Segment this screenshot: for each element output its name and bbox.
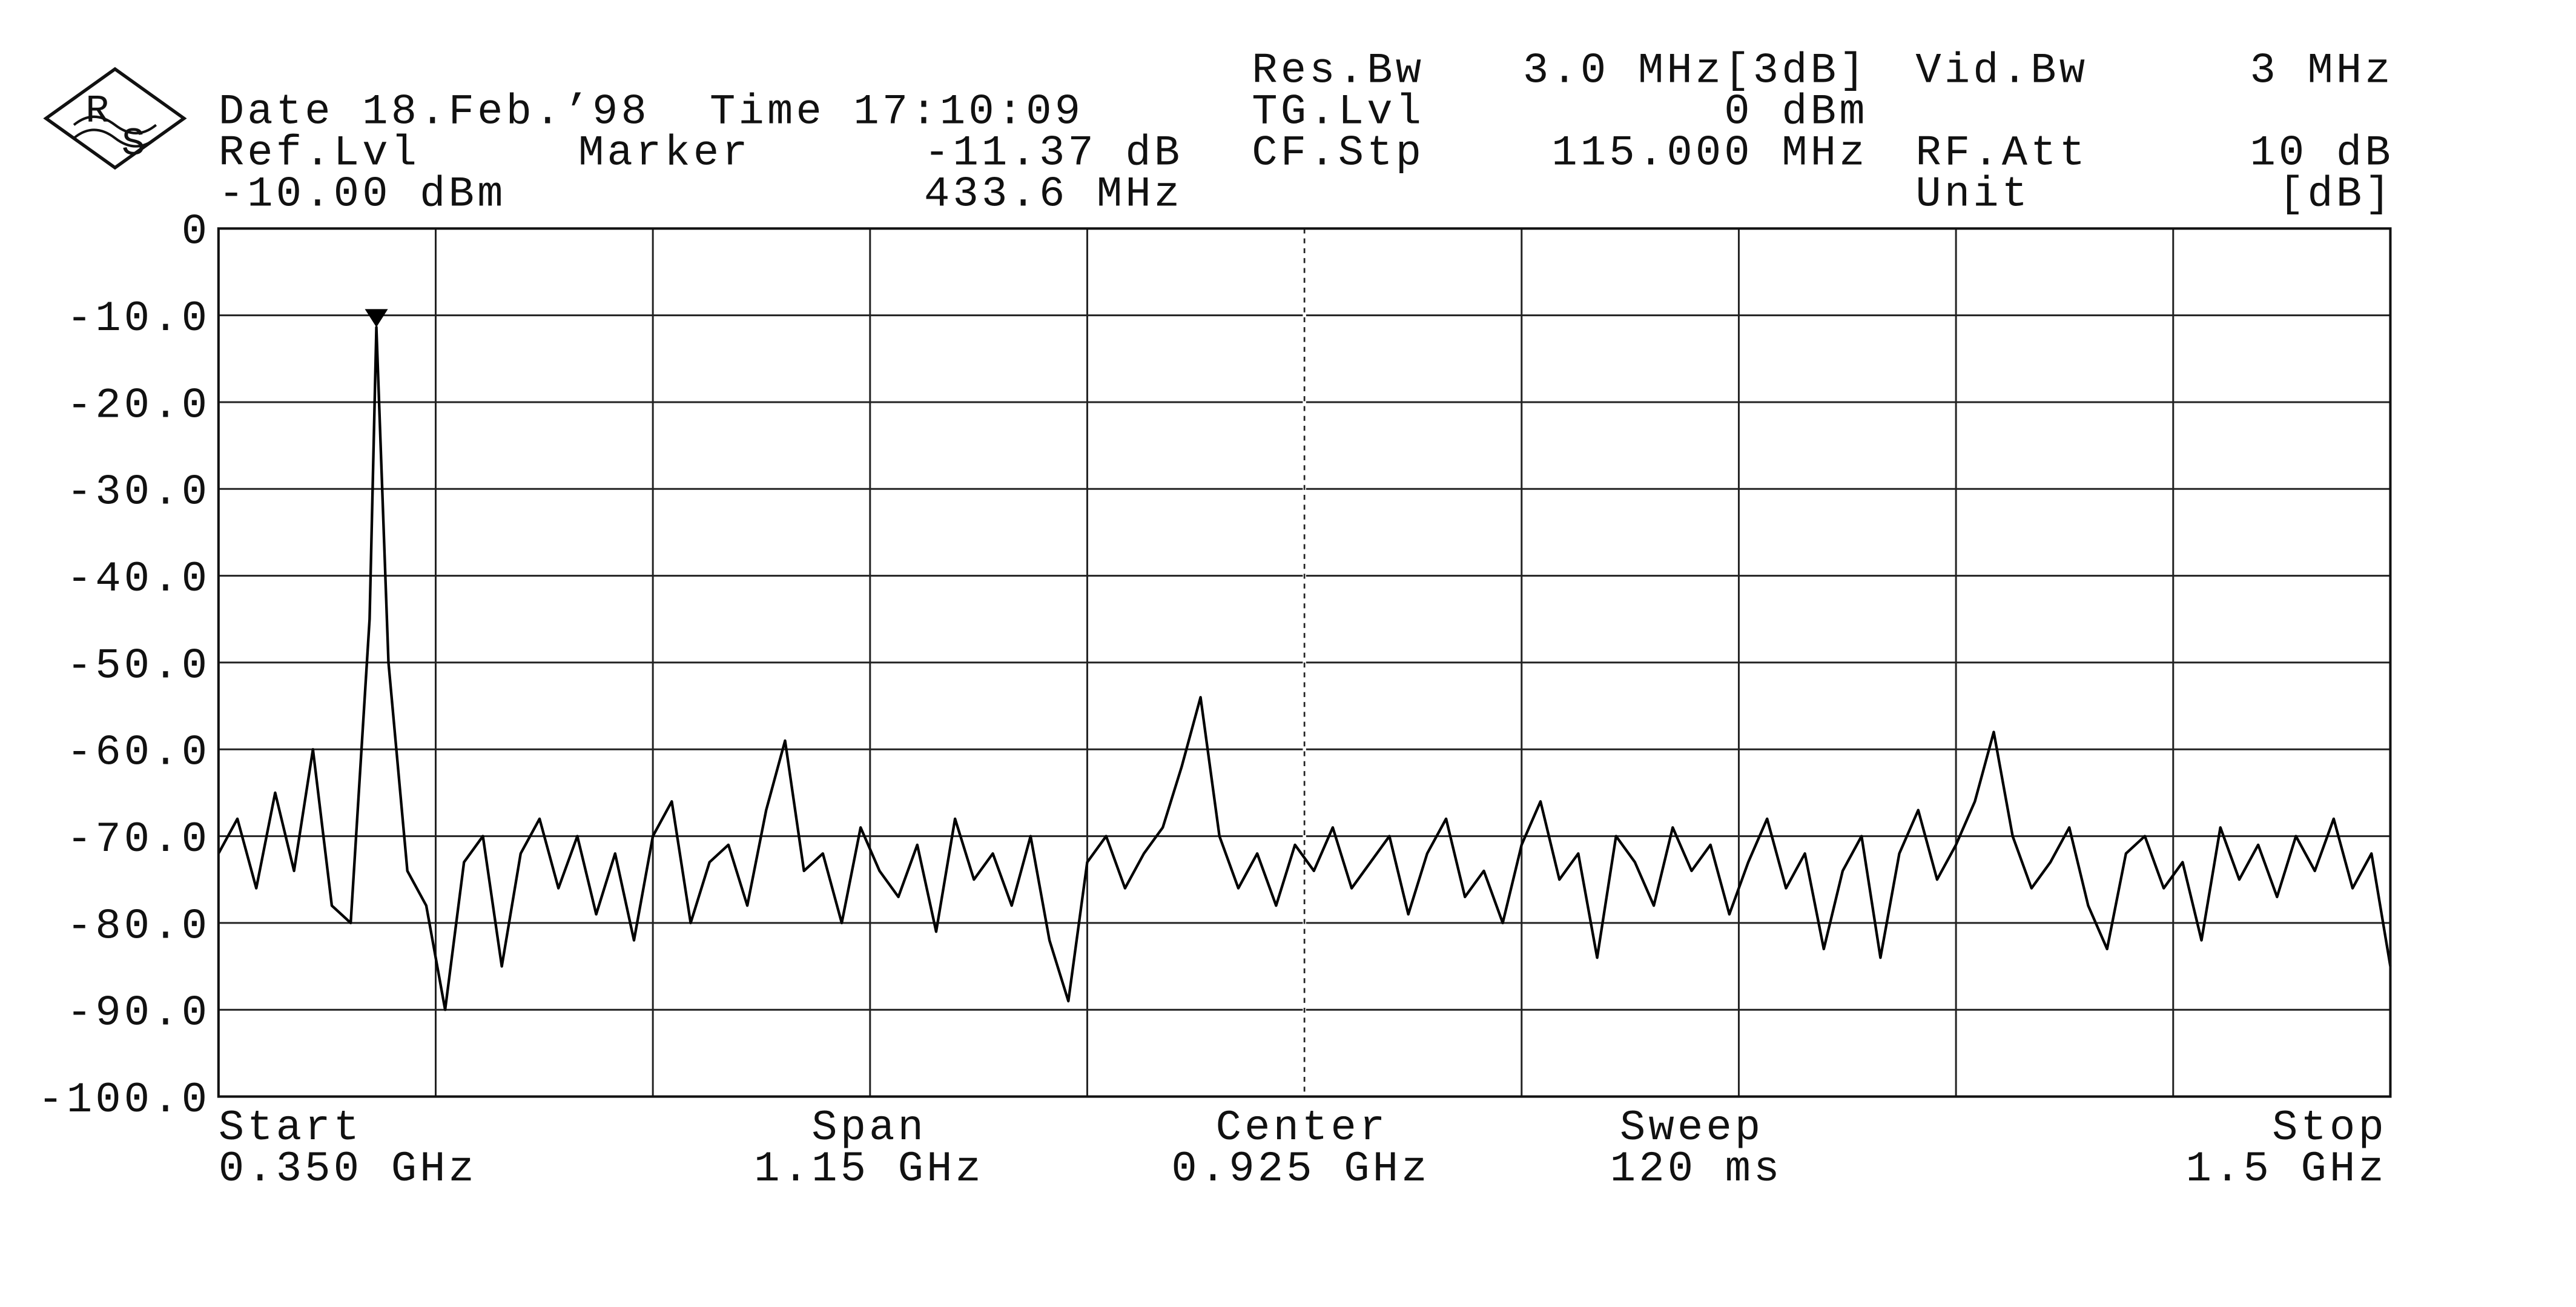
setting-label: TG.Lvl bbox=[1252, 88, 1424, 137]
setting-value: -11.37 dB bbox=[924, 129, 1183, 177]
y-tick-label: 0 bbox=[182, 208, 210, 257]
logo-waves bbox=[73, 115, 157, 148]
y-tick-label: -70.0 bbox=[67, 816, 210, 864]
footer-label: Sweep bbox=[1620, 1104, 1763, 1153]
y-tick-label: -90.0 bbox=[67, 990, 210, 1038]
y-tick-label: -100.0 bbox=[38, 1076, 210, 1125]
setting-value: 3 MHz bbox=[2250, 47, 2393, 96]
setting-label: Unit bbox=[1915, 170, 2030, 219]
trace bbox=[217, 326, 2392, 1011]
y-tick-label: -20.0 bbox=[67, 382, 210, 430]
setting-value: [dB] bbox=[2279, 170, 2394, 219]
date: Date 18.Feb.’98 bbox=[219, 88, 650, 137]
setting-value: 115.000 MHz bbox=[1551, 129, 1868, 177]
setting-label: Res.Bw bbox=[1252, 47, 1424, 96]
plot-frame bbox=[217, 227, 2392, 1098]
y-tick-label: -80.0 bbox=[67, 902, 210, 951]
logo-letter: S bbox=[122, 122, 148, 167]
footer-label: Start bbox=[219, 1104, 362, 1153]
setting-value: -10.00 dBm bbox=[219, 170, 506, 219]
setting-label: Vid.Bw bbox=[1915, 47, 2088, 96]
logo-letter: R bbox=[85, 89, 112, 134]
footer-value: 1.5 GHz bbox=[2186, 1145, 2387, 1194]
marker bbox=[365, 309, 388, 328]
logo-diamond bbox=[43, 67, 187, 170]
y-tick-label: -10.0 bbox=[67, 295, 210, 343]
setting-value: 10 dB bbox=[2250, 129, 2393, 177]
logo: R S bbox=[43, 67, 187, 170]
footer-value: 1.15 GHz bbox=[754, 1145, 984, 1194]
footer-label: Stop bbox=[2272, 1104, 2387, 1153]
setting-value: 433.6 MHz bbox=[924, 170, 1183, 219]
y-tick-label: -40.0 bbox=[67, 555, 210, 604]
footer-value: 120 ms bbox=[1610, 1145, 1783, 1194]
setting-label: CF.Stp bbox=[1252, 129, 1424, 177]
footer-value: 0.925 GHz bbox=[1171, 1145, 1430, 1194]
setting-label: Marker bbox=[578, 129, 751, 177]
setting-value: 0 dBm bbox=[1724, 88, 1868, 137]
time: Time 17:10:09 bbox=[710, 88, 1083, 137]
footer-label: Center bbox=[1216, 1104, 1389, 1153]
setting-label: RF.Att bbox=[1915, 129, 2088, 177]
y-tick-label: -30.0 bbox=[67, 469, 210, 517]
y-tick-label: -60.0 bbox=[67, 729, 210, 778]
setting-label: Ref.Lvl bbox=[219, 129, 420, 177]
footer-label: Span bbox=[811, 1104, 926, 1153]
footer-value: 0.350 GHz bbox=[219, 1145, 477, 1194]
setting-value: 3.0 MHz[3dB] bbox=[1523, 47, 1868, 96]
y-tick-label: -50.0 bbox=[67, 642, 210, 690]
